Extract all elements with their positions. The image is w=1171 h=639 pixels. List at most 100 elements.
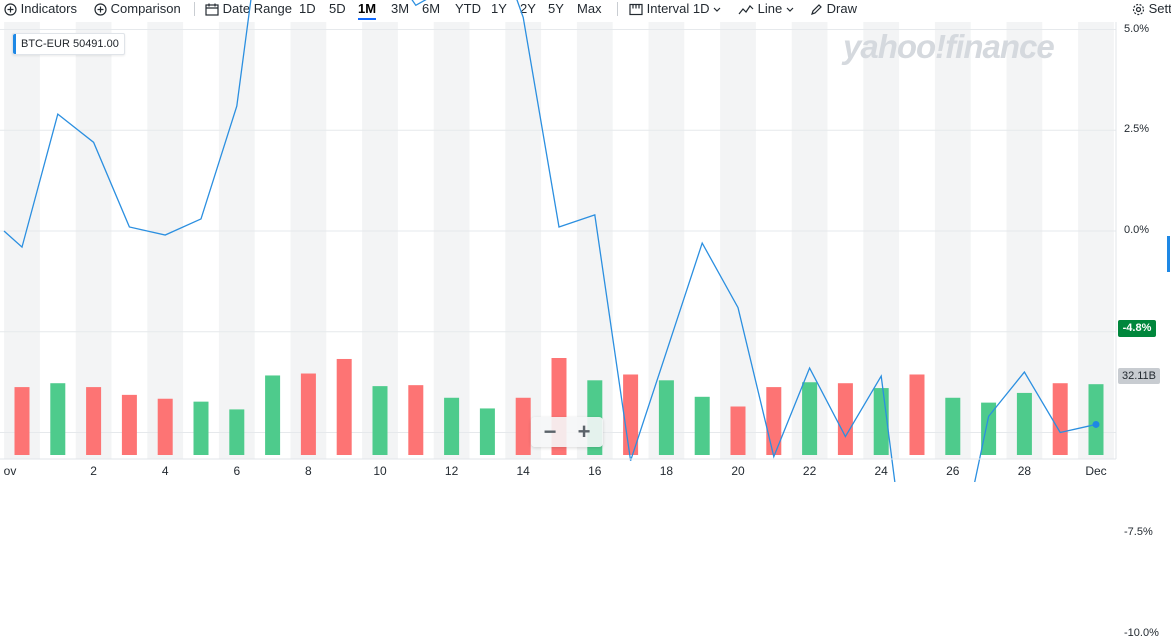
volume-bar bbox=[515, 397, 531, 455]
date-range-label: Date Range bbox=[222, 1, 293, 16]
x-tick-label: 6 bbox=[233, 464, 241, 478]
legend-color-swatch bbox=[13, 34, 16, 54]
draw-button[interactable]: Draw bbox=[810, 0, 857, 18]
x-tick-label: 24 bbox=[874, 464, 888, 478]
y-tick-label: -7.5% bbox=[1124, 526, 1153, 539]
chart-type-button[interactable]: Line bbox=[738, 0, 794, 18]
volume-bar bbox=[121, 394, 137, 455]
comparison-label: Comparison bbox=[110, 1, 181, 16]
y-tick-label: 2.5% bbox=[1124, 123, 1150, 136]
legend-symbol: BTC-EUR bbox=[21, 38, 70, 50]
volume-bar bbox=[837, 383, 853, 455]
pencil-icon bbox=[811, 4, 822, 16]
settings-label: Setti bbox=[1148, 1, 1171, 16]
volume-bar bbox=[14, 387, 30, 455]
volume-bar bbox=[86, 387, 102, 455]
chevron-down-icon bbox=[786, 7, 794, 12]
range-2y[interactable]: 2Y bbox=[520, 1, 536, 16]
volume-bar bbox=[408, 385, 424, 455]
x-tick-label: 14 bbox=[516, 464, 530, 478]
indicators-label: Indicators bbox=[20, 1, 77, 16]
x-tick-label: 12 bbox=[444, 464, 459, 478]
volume-bar bbox=[1016, 392, 1032, 455]
scroll-handle[interactable] bbox=[1167, 236, 1170, 272]
day-band bbox=[433, 22, 470, 459]
x-tick-label: 28 bbox=[1017, 464, 1032, 478]
day-band bbox=[4, 22, 40, 459]
day-band bbox=[720, 22, 756, 459]
zoom-in-button[interactable]: + bbox=[577, 419, 591, 444]
range-1m[interactable]: 1M bbox=[358, 1, 377, 20]
draw-label: Draw bbox=[826, 1, 857, 16]
volume-bar bbox=[730, 406, 746, 455]
day-band bbox=[863, 22, 900, 459]
day-band bbox=[75, 22, 112, 459]
y-tick-label: 0.0% bbox=[1124, 224, 1150, 236]
day-band bbox=[934, 22, 971, 459]
volume-bar bbox=[265, 375, 281, 455]
range-5y[interactable]: 5Y bbox=[548, 1, 564, 16]
x-tick-label: 18 bbox=[659, 464, 674, 478]
add-circle-icon bbox=[94, 3, 107, 16]
indicators-button[interactable]: Indicators bbox=[4, 0, 77, 18]
grid-lines bbox=[0, 22, 1117, 459]
range-6m[interactable]: 6M bbox=[422, 1, 441, 16]
line-chart-icon bbox=[738, 5, 754, 15]
volume-value-tag: 32.11B bbox=[1118, 368, 1160, 384]
chart-toolbar: Indicators Comparison Date Range 1D 5D 1… bbox=[0, 0, 1171, 22]
last-price-dot bbox=[1092, 420, 1100, 428]
x-tick-label: 4 bbox=[161, 464, 169, 478]
range-5d[interactable]: 5D bbox=[329, 1, 346, 16]
settings-button[interactable]: Setti bbox=[1132, 0, 1171, 18]
y-tick-label: 5.0% bbox=[1124, 22, 1150, 35]
x-tick-label: 10 bbox=[373, 464, 387, 478]
volume-bar bbox=[50, 383, 66, 455]
range-3m[interactable]: 3M bbox=[391, 1, 410, 16]
volume-bar bbox=[193, 401, 209, 455]
volume-bar bbox=[766, 387, 782, 455]
x-tick-label: ov bbox=[3, 464, 17, 478]
volume-bar bbox=[945, 397, 961, 455]
date-range-button[interactable]: Date Range bbox=[205, 0, 292, 18]
volume-bar bbox=[479, 408, 495, 455]
x-tick-label: Dec bbox=[1085, 464, 1107, 478]
range-1d[interactable]: 1D bbox=[299, 1, 316, 16]
volume-bar bbox=[372, 386, 388, 455]
day-bands bbox=[4, 22, 1114, 459]
range-max[interactable]: Max bbox=[577, 1, 602, 16]
chevron-down-icon bbox=[713, 7, 721, 12]
volume-bar bbox=[229, 409, 245, 455]
comparison-button[interactable]: Comparison bbox=[94, 0, 181, 18]
price-line-series bbox=[3, 0, 1100, 482]
interval-label: Interval bbox=[646, 1, 690, 16]
day-band bbox=[505, 22, 542, 459]
chart-type-label: Line bbox=[757, 1, 783, 16]
volume-bar bbox=[694, 396, 710, 455]
x-tick-label: 16 bbox=[588, 464, 602, 478]
series-legend[interactable]: BTC-EUR 50491.00 bbox=[12, 33, 125, 55]
range-ytd[interactable]: YTD bbox=[455, 1, 481, 16]
x-tick-label: 8 bbox=[305, 464, 312, 478]
current-change-tag: -4.8% bbox=[1118, 320, 1156, 337]
price-chart[interactable] bbox=[0, 0, 1171, 482]
interval-value: 1D bbox=[692, 1, 710, 16]
price-line bbox=[3, 0, 1097, 482]
range-1y[interactable]: 1Y bbox=[491, 1, 507, 16]
x-tick-label: 20 bbox=[731, 464, 745, 478]
x-tick-label: 22 bbox=[802, 464, 817, 478]
calendar-icon bbox=[205, 3, 219, 16]
day-band bbox=[147, 22, 184, 459]
volume-bars bbox=[14, 358, 1104, 455]
zoom-out-button[interactable]: − bbox=[543, 419, 557, 444]
volume-bar bbox=[1052, 383, 1068, 455]
volume-bar bbox=[909, 374, 925, 455]
volume-bar bbox=[802, 382, 818, 455]
yahoo-finance-watermark: yahoo!finance bbox=[843, 28, 1055, 65]
x-tick-label: 26 bbox=[946, 464, 960, 478]
toolbar-divider bbox=[617, 2, 618, 16]
add-circle-icon bbox=[4, 3, 17, 16]
volume-bar bbox=[981, 402, 997, 455]
interval-button[interactable]: Interval 1D bbox=[629, 0, 721, 18]
volume-bar bbox=[1088, 384, 1104, 455]
gear-icon bbox=[1132, 3, 1145, 16]
